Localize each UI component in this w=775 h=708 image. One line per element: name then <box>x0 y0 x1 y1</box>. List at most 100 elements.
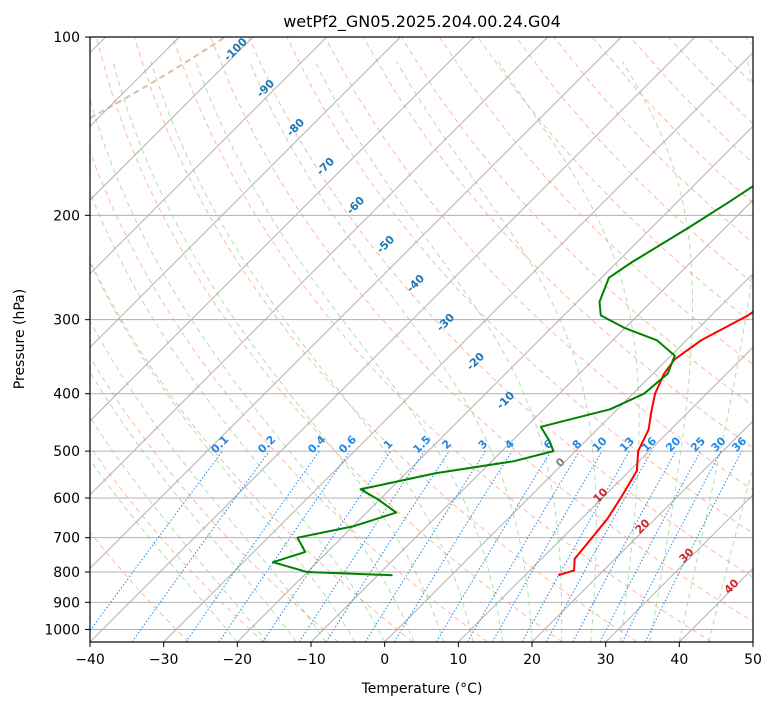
mixing-ratio-line <box>467 450 580 642</box>
x-tick-label: −10 <box>296 652 326 668</box>
moist-adiabat-line <box>90 190 386 642</box>
dry-adiabat-line <box>248 37 753 578</box>
x-tick-label: 50 <box>744 652 762 668</box>
y-tick-label: 400 <box>53 387 80 403</box>
mixing-ratio-label: 1.5 <box>410 433 433 456</box>
x-axis-label: Temperature (°C) <box>361 681 483 697</box>
plot-frame <box>89 36 754 643</box>
y-axis-label: Pressure (hPa) <box>12 289 28 389</box>
dewpoint-profile-line <box>271 184 753 577</box>
isotherm-label: -80 <box>284 116 307 139</box>
isotherm-label: -70 <box>314 155 337 178</box>
mixing-ratio-label: 0.2 <box>255 433 278 456</box>
y-tick-label: 200 <box>53 208 80 224</box>
x-tick-label: 30 <box>597 652 615 668</box>
y-tick-label: 1000 <box>44 622 80 638</box>
isotherm-label: -90 <box>254 77 277 100</box>
mixing-ratio-line <box>545 450 653 642</box>
background-lines <box>90 37 753 642</box>
mixing-ratio-line <box>644 450 743 642</box>
y-tick-label: 600 <box>53 491 80 507</box>
mixing-ratio-line <box>364 450 486 642</box>
dry-adiabat-line <box>133 37 638 642</box>
mixing-ratio-line <box>90 450 223 632</box>
temperature-profile-line <box>557 310 753 577</box>
isotherm-line <box>90 37 328 275</box>
isotherm-line <box>236 125 753 642</box>
dry-adiabat-label: 0 <box>553 455 568 470</box>
mixing-ratio-line <box>185 450 320 642</box>
moist-adiabat-line <box>90 261 356 642</box>
dry-adiabat-line <box>400 37 753 407</box>
isotherm-line <box>90 37 401 349</box>
moist-adiabat-line <box>498 61 640 642</box>
x-tick-label: 40 <box>670 652 688 668</box>
mixing-ratio-label: 0.6 <box>336 433 359 456</box>
moist-adiabat-line <box>708 465 753 642</box>
dry-adiabat-line <box>286 37 753 534</box>
isotherm-line <box>457 346 753 642</box>
isotherm-line <box>384 272 753 642</box>
isotherm-label: -100 <box>221 35 250 64</box>
mixing-ratio-line <box>572 450 677 642</box>
dry-adiabat-line <box>515 37 753 284</box>
moist-adiabat-line <box>621 61 694 642</box>
isotherm-line <box>752 641 753 642</box>
y-tick-label: 500 <box>53 444 80 460</box>
dry-adiabat-line <box>171 37 712 642</box>
isotherm-label: -60 <box>344 194 367 217</box>
isotherm-line <box>90 37 475 422</box>
mixing-ratio-label: 0.4 <box>305 433 328 456</box>
y-axis: 100 200 300 400 500 600 700 800 900 1000 <box>44 30 90 638</box>
mixing-ratio-line <box>298 450 425 642</box>
moist-adiabat-line <box>90 416 268 642</box>
moist-adiabat-line <box>150 61 474 642</box>
moist-adiabat-line <box>90 371 297 642</box>
moist-adiabat-line <box>249 61 533 642</box>
isotherm-line <box>90 37 254 201</box>
mixing-ratio-label: 8 <box>570 437 585 452</box>
dry-adiabat-line <box>90 149 488 642</box>
isotherm-line <box>90 37 622 570</box>
isotherm-label: -40 <box>404 272 427 295</box>
moist-adiabat-line <box>396 61 597 642</box>
dry-adiabat-line <box>210 37 753 623</box>
y-tick-label: 100 <box>53 30 80 46</box>
isotherm-line <box>531 420 753 642</box>
dry-adiabat-line <box>706 37 753 86</box>
isotherm-line <box>163 51 753 642</box>
x-axis: −40 −30 −20 −10 0 10 20 30 40 50 <box>75 642 762 668</box>
dry-adiabat-label: 20 <box>633 516 653 536</box>
isotherm-line <box>310 199 753 642</box>
moist-adiabat-line <box>314 61 563 642</box>
moist-adiabat-line <box>90 320 327 642</box>
dry-adiabat-line <box>744 37 753 46</box>
mixing-ratio-line <box>262 450 392 642</box>
isotherm-labels: -100-90-80-70-60-50-40-30-20-10 <box>221 35 517 412</box>
moist-adiabat-line <box>678 61 753 642</box>
isotherm-label: -30 <box>434 311 457 334</box>
x-tick-label: 20 <box>523 652 541 668</box>
moist-adiabat-line <box>90 458 238 642</box>
mixing-ratio-line <box>435 450 552 642</box>
mixing-ratio-line <box>325 450 450 642</box>
x-tick-label: 0 <box>380 652 389 668</box>
mixing-ratio-line <box>131 450 270 642</box>
pressure-gridlines <box>90 36 753 630</box>
mixing-ratio-line <box>521 450 630 642</box>
x-tick-label: −40 <box>75 652 105 668</box>
mixing-ratio-labels: 0.1 0.2 0.4 0.6 1 1.5 2 3 4 6 8 10 13 16 20 25 30 36 <box>208 433 749 456</box>
y-tick-label: 700 <box>53 531 80 547</box>
dry-adiabat-line <box>90 531 190 642</box>
isotherm-line <box>90 37 549 496</box>
mixing-ratio-label: 2 <box>439 437 454 452</box>
y-tick-label: 800 <box>53 565 80 581</box>
mixing-ratio-line <box>621 450 722 642</box>
y-tick-label: 300 <box>53 313 80 329</box>
mixing-ratio-line <box>218 450 351 642</box>
dry-adiabat-line <box>90 259 414 642</box>
profile-series <box>271 184 753 577</box>
y-tick-label: 900 <box>53 595 80 611</box>
moist-adiabat-line <box>195 61 504 642</box>
mixing-ratio-label: 0.1 <box>208 433 231 456</box>
